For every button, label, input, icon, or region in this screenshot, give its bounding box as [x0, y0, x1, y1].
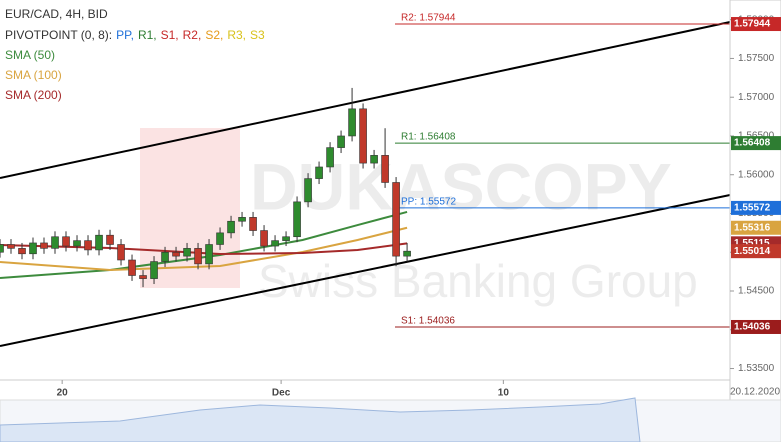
candle-body	[128, 259, 136, 276]
price-box	[731, 17, 781, 32]
y-tick-label: 1.56000	[738, 169, 775, 180]
indicator-legend: PIVOTPOINT (0, 8): PP, R1, S1, R2, S2, R3, S3	[5, 28, 265, 42]
x-tick-label: Dec	[272, 388, 291, 399]
indicator-item: S2,	[205, 28, 223, 42]
candle-body	[381, 155, 389, 183]
price-box-label: 1.54036	[734, 322, 771, 333]
candle-body	[84, 240, 92, 251]
y-tick-label: 1.54500	[738, 286, 775, 297]
price-box-label: 1.57944	[734, 19, 771, 30]
candle-body	[106, 234, 114, 245]
price-box	[731, 200, 781, 215]
candle-body	[95, 234, 103, 251]
candle-body	[326, 147, 334, 168]
candle-body	[0, 244, 4, 253]
navigator-area	[0, 397, 641, 442]
candle-body	[370, 155, 378, 164]
candle-body	[29, 242, 37, 255]
candle-body	[293, 201, 301, 238]
candle-body	[216, 232, 224, 245]
candle-body	[73, 240, 81, 247]
pivot-label: R1: 1.56408	[401, 132, 456, 143]
x-tick-label: 10	[498, 388, 510, 399]
watermark-tagline: Swiss Banking Group	[258, 255, 698, 307]
candle-body	[205, 244, 213, 265]
price-box	[731, 244, 781, 259]
sma-line	[0, 210, 408, 279]
candle-body	[40, 242, 48, 249]
candle-body	[227, 220, 235, 234]
indicator-item: R1,	[138, 28, 157, 42]
candle-body	[249, 217, 257, 231]
plot: R2: 1.57944 R1: 1.56408 PP: 1.55572 S1: 1.5…	[0, 13, 731, 347]
candle-body	[172, 251, 180, 257]
candle-body	[238, 217, 246, 222]
pivot-label: R2: 1.57944	[401, 13, 456, 24]
watermark-name: DUKASCOPY	[250, 149, 672, 223]
legend-entry: SMA (200)	[5, 88, 62, 102]
candle-body	[51, 236, 59, 249]
candle-body	[139, 275, 147, 279]
chart-title: EUR/CAD, 4H, BID	[5, 7, 108, 21]
candle-body	[348, 108, 356, 137]
price-box-label: 1.55115	[734, 238, 770, 249]
candle-body	[260, 230, 268, 247]
pivot-label: PP: 1.55572	[401, 197, 456, 208]
candle-body	[315, 166, 323, 179]
indicator-prefix: PIVOTPOINT (0, 8):	[5, 28, 112, 42]
y-tick-label: 1.53500	[738, 363, 775, 374]
candle-body	[117, 244, 125, 261]
candle-body	[183, 248, 191, 257]
candle-body	[282, 236, 290, 241]
price-box-label: 1.55014	[734, 246, 771, 257]
indicator-item: PP,	[116, 28, 134, 42]
price-box	[731, 136, 781, 151]
channel-line	[0, 194, 731, 347]
candle-body	[7, 244, 15, 249]
candle-body	[62, 236, 70, 247]
price-box	[731, 220, 781, 235]
price-box-label: 1.55572	[734, 203, 771, 214]
price-box-label: 1.56408	[734, 138, 771, 149]
legend-entry: SMA (100)	[5, 68, 62, 82]
indicator-item: S3	[250, 28, 265, 42]
pivot-label: S1: 1.54036	[401, 316, 455, 327]
price-box	[731, 319, 781, 334]
candle-body	[392, 182, 400, 257]
price-box-label: 1.55316	[734, 222, 771, 233]
candle-body	[337, 135, 345, 148]
legend-entry: SMA (50)	[5, 48, 55, 62]
indicator-item: S1,	[161, 28, 179, 42]
sma-line	[0, 226, 408, 272]
axes: 1.535001.540001.545001.550001.555001.560…	[57, 14, 781, 399]
candle-body	[271, 240, 279, 247]
y-tick-label: 1.57500	[738, 53, 775, 64]
candle-body	[194, 248, 202, 265]
candle-body	[359, 108, 367, 164]
y-tick-label: 1.57000	[738, 92, 775, 103]
channel-line	[0, 21, 731, 179]
candle-body	[161, 251, 169, 262]
indicator-item: R2,	[183, 28, 202, 42]
candle-body	[18, 248, 26, 255]
candle-body	[304, 178, 312, 203]
candle-body	[403, 250, 411, 257]
legend: EUR/CAD, 4H, BID PIVOTPOINT (0, 8): PP, R1…	[5, 7, 265, 102]
x-tick-label: 20	[57, 388, 69, 399]
indicator-item: R3,	[227, 28, 246, 42]
candle-body	[150, 261, 158, 279]
date-label: 20.12.2020	[730, 387, 780, 398]
